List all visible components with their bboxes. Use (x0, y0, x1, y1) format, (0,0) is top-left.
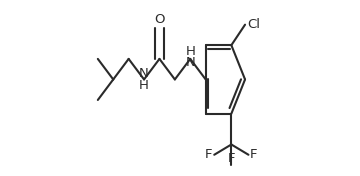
Text: O: O (154, 13, 165, 26)
Text: F: F (205, 148, 212, 161)
Text: H
N: H N (185, 45, 195, 70)
Text: Cl: Cl (247, 18, 260, 31)
Text: F: F (228, 152, 235, 165)
Text: N
H: N H (139, 67, 149, 92)
Text: F: F (250, 148, 258, 161)
